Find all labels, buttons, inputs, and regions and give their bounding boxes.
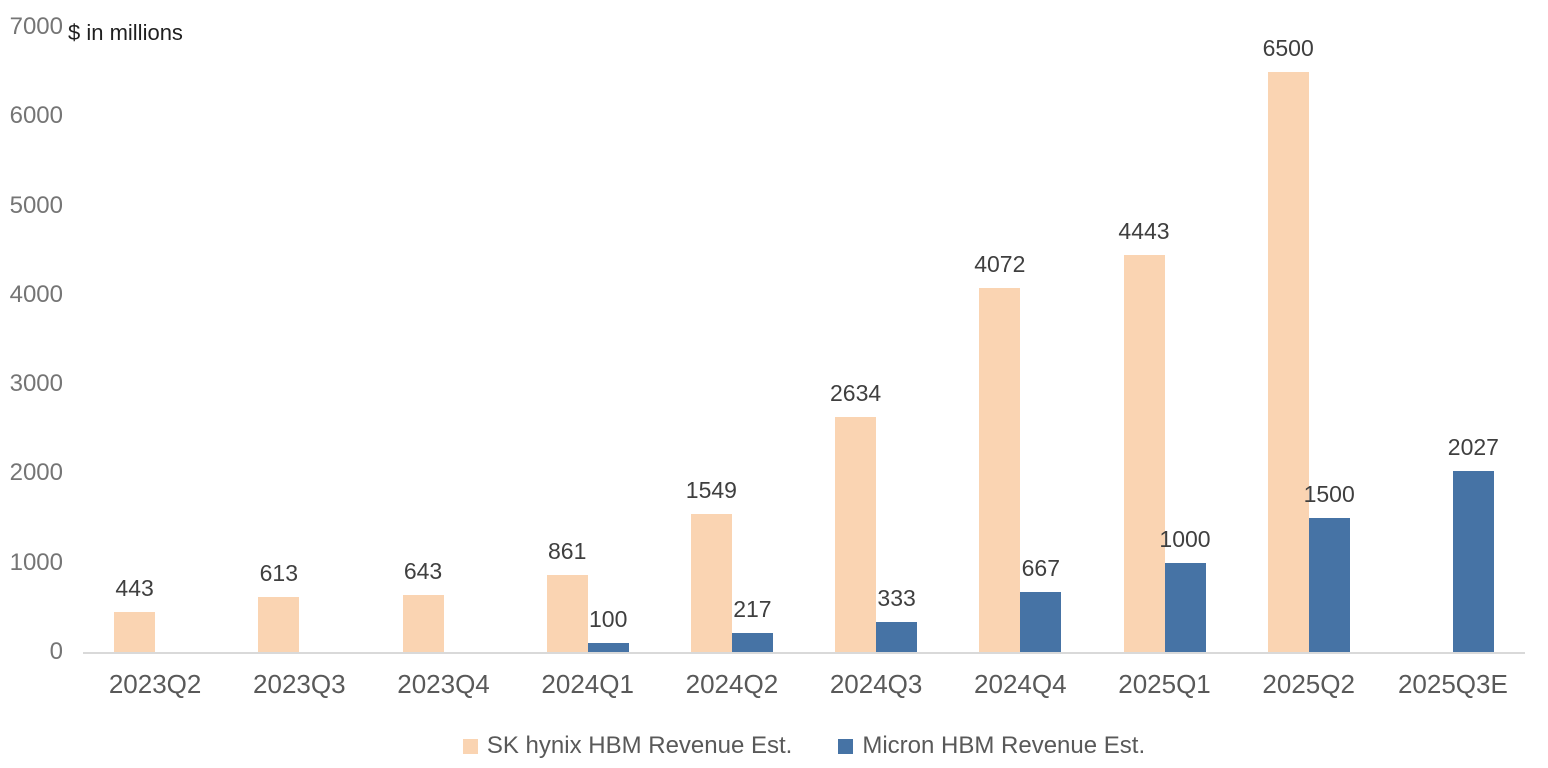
y-axis-tick-label: 5000: [9, 191, 63, 219]
bar-micron-hbm-revenue-est-2024q3: [876, 622, 918, 652]
bar-micron-hbm-revenue-est-2024q4: [1020, 592, 1062, 652]
legend-label: SK hynix HBM Revenue Est.: [486, 732, 793, 759]
y-axis-tick-label: 4000: [9, 280, 63, 308]
bar-sk-hynix-hbm-revenue-est-2023q4: [402, 594, 444, 652]
x-axis-label: 2024Q1: [541, 669, 634, 699]
bar-sk-hynix-hbm-revenue-est-2025q2: [1267, 71, 1309, 652]
bar-sk-hynix-hbm-revenue-est-2023q2: [114, 612, 156, 652]
bar-sk-hynix-hbm-revenue-est-2025q1: [1123, 255, 1165, 652]
bar-value-label: 6500: [1262, 34, 1314, 61]
x-axis-label: 2024Q2: [685, 669, 779, 699]
bar-value-label: 333: [877, 585, 916, 612]
bar-micron-hbm-revenue-est-2025q3e: [1452, 471, 1494, 652]
y-axis-tick-label: 7000: [9, 13, 63, 40]
x-axis-label: 2024Q4: [974, 669, 1067, 699]
bar-micron-hbm-revenue-est-2024q2: [731, 632, 773, 652]
x-axis-label: 2025Q1: [1118, 669, 1211, 699]
x-axis-label: 2023Q4: [397, 669, 490, 699]
x-axis-label: 2023Q3: [253, 669, 346, 699]
y-axis-tick-label: 2000: [9, 459, 63, 487]
bar-value-label: 861: [548, 538, 587, 565]
bar-value-label: 217: [733, 595, 772, 622]
bar-sk-hynix-hbm-revenue-est-2023q3: [258, 597, 300, 652]
y-axis-tick-label: 3000: [9, 370, 63, 398]
y-axis-tick-label: 0: [49, 638, 63, 665]
bar-value-label: 443: [115, 575, 154, 602]
chart-units-label: $ in millions: [68, 20, 183, 45]
x-axis-line: [83, 652, 1525, 654]
legend-color-swatch: [462, 738, 478, 754]
x-axis-label: 2024Q3: [829, 669, 923, 699]
bar-value-label: 4443: [1118, 218, 1170, 245]
bar-value-label: 613: [259, 560, 298, 587]
legend-item-micron-hbm-revenue-est: Micron HBM Revenue Est.: [838, 732, 1145, 760]
x-axis-label: 2025Q3E: [1397, 669, 1508, 699]
x-axis-label: 2025Q2: [1262, 669, 1355, 699]
bar-value-label: 1549: [685, 476, 737, 503]
bar-micron-hbm-revenue-est-2024q1: [587, 643, 629, 652]
bar-sk-hynix-hbm-revenue-est-2024q1: [546, 575, 588, 652]
legend-label: Micron HBM Revenue Est.: [862, 732, 1146, 759]
bar-sk-hynix-hbm-revenue-est-2024q2: [690, 513, 732, 652]
y-axis-tick-label: 6000: [9, 102, 63, 130]
bar-value-label: 643: [403, 557, 443, 584]
bar-value-label: 1000: [1159, 525, 1211, 552]
legend-item-sk-hynix-hbm-revenue-est: SK hynix HBM Revenue Est.: [462, 732, 793, 760]
legend-color-swatch: [838, 738, 854, 754]
bar-value-label: 2027: [1447, 434, 1499, 461]
bar-value-label: 2634: [830, 379, 882, 406]
bar-sk-hynix-hbm-revenue-est-2024q4: [979, 288, 1021, 652]
bar-micron-hbm-revenue-est-2025q1: [1164, 562, 1206, 652]
bar-value-label: 667: [1021, 555, 1060, 582]
legend: SK hynix HBM Revenue Est. Micron HBM Reve…: [83, 728, 1525, 764]
bar-value-label: 1500: [1303, 481, 1355, 508]
bar-value-label: 100: [589, 606, 628, 633]
y-axis-tick-label: 1000: [9, 548, 63, 576]
bar-value-label: 4072: [974, 251, 1026, 278]
x-axis-label: 2023Q2: [108, 669, 202, 699]
bar-micron-hbm-revenue-est-2025q2: [1308, 518, 1350, 652]
bar-sk-hynix-hbm-revenue-est-2024q3: [835, 416, 877, 652]
